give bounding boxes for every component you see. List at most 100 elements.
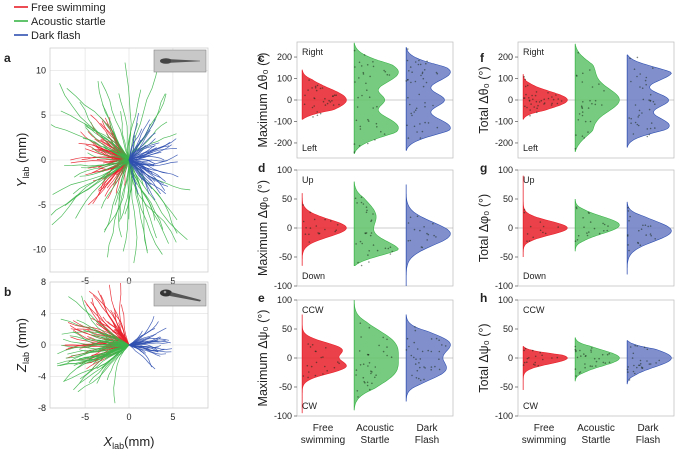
data-point: [575, 134, 577, 136]
category-label: Dark: [416, 423, 438, 434]
y-tick-label: 10: [36, 65, 46, 75]
trajectory-line: [90, 301, 130, 346]
violin-dark-flash: [626, 201, 672, 275]
data-point: [535, 91, 538, 93]
data-point: [411, 71, 413, 73]
data-point: [356, 390, 359, 392]
data-point: [324, 218, 326, 221]
data-point: [419, 137, 422, 139]
x-tick-label: 5: [170, 412, 175, 422]
data-point: [365, 82, 367, 85]
data-point: [576, 239, 579, 241]
legend-label: Free swimming: [31, 2, 106, 14]
annotation-top: Right: [523, 47, 545, 57]
data-point: [410, 354, 413, 357]
violin-plot-e: -100 -50 0 50 100 CCW CW Maximum Δψ₀ (°): [256, 295, 454, 421]
annotation-top: CCW: [523, 305, 545, 315]
data-point: [639, 73, 641, 75]
series-acoustic-startle: [50, 62, 191, 264]
data-point: [544, 232, 547, 235]
category-label: Startle: [582, 435, 611, 446]
annotation-top: Up: [302, 175, 314, 185]
y-axis-label: Zlab (mm): [14, 318, 31, 373]
data-point: [319, 87, 322, 90]
y-tick-label: -200: [495, 138, 513, 148]
y-tick-label: 100: [277, 295, 292, 305]
data-point: [427, 233, 430, 236]
y-tick-label: 100: [498, 74, 513, 84]
category-label: Flash: [415, 435, 439, 446]
data-point: [423, 378, 425, 381]
data-point: [358, 61, 361, 64]
data-point: [353, 151, 356, 153]
data-point: [319, 112, 322, 115]
violin-plot-g: -100 -50 0 50 100 Up Down Total Δφ₀ (°): [477, 165, 675, 291]
annotation-bottom: Left: [523, 143, 539, 153]
trajectory-line: [100, 81, 130, 161]
data-point: [369, 75, 371, 78]
data-point: [358, 350, 361, 352]
data-point: [422, 85, 425, 88]
data-point: [522, 364, 525, 366]
data-point: [374, 376, 376, 379]
data-point: [314, 374, 317, 377]
data-point: [356, 106, 359, 108]
data-point: [336, 224, 339, 226]
data-point: [575, 74, 578, 77]
y-tick-label: 0: [508, 223, 513, 233]
data-point: [639, 364, 641, 367]
trajectory-line: [105, 148, 130, 161]
data-point: [313, 97, 316, 100]
data-point: [523, 76, 525, 78]
data-point: [389, 253, 392, 255]
data-point: [414, 329, 417, 332]
data-point: [334, 230, 337, 233]
data-point: [636, 366, 638, 369]
data-point: [547, 92, 549, 94]
data-point: [304, 233, 307, 235]
data-point: [369, 388, 371, 391]
data-point: [424, 105, 426, 108]
data-point: [420, 74, 422, 77]
data-point: [640, 228, 643, 230]
data-point: [338, 362, 340, 365]
data-point: [608, 361, 611, 364]
x-tick-label: -5: [81, 412, 89, 422]
data-point: [358, 77, 360, 79]
data-point: [355, 369, 358, 371]
violin-plot-d: -100 -50 0 50 100 Up Down Maximum Δφ₀ (°): [256, 165, 454, 291]
data-point: [421, 350, 424, 353]
data-point: [581, 114, 584, 117]
trajectory-line: [50, 124, 130, 161]
y-tick-label: 0: [287, 353, 292, 363]
data-point: [632, 370, 635, 373]
trajectory-line: [113, 344, 130, 404]
y-tick-label: -100: [274, 116, 292, 126]
data-point: [638, 109, 641, 112]
trajectory-line: [122, 159, 130, 252]
legend-label: Dark flash: [31, 30, 81, 42]
inset-fish-dorsal-view: [153, 49, 207, 73]
data-point: [367, 118, 369, 121]
data-point: [322, 373, 324, 375]
data-point: [606, 353, 609, 356]
data-point: [360, 264, 363, 267]
data-point: [537, 104, 539, 107]
data-point: [424, 367, 426, 369]
data-point: [407, 240, 410, 242]
data-point: [309, 346, 312, 348]
data-point: [376, 105, 378, 108]
data-point: [430, 350, 433, 353]
data-point: [413, 341, 416, 344]
data-point: [438, 368, 441, 371]
data-point: [353, 143, 356, 145]
data-point: [332, 95, 334, 97]
y-tick-label: 0: [508, 353, 513, 363]
data-point: [356, 202, 358, 204]
x-tick-label: 5: [170, 276, 175, 286]
y-tick-label: 0: [508, 95, 513, 105]
x-tick-label: -5: [81, 276, 89, 286]
data-point: [645, 83, 647, 86]
data-point: [540, 99, 543, 102]
trajectory-line: [128, 336, 161, 346]
